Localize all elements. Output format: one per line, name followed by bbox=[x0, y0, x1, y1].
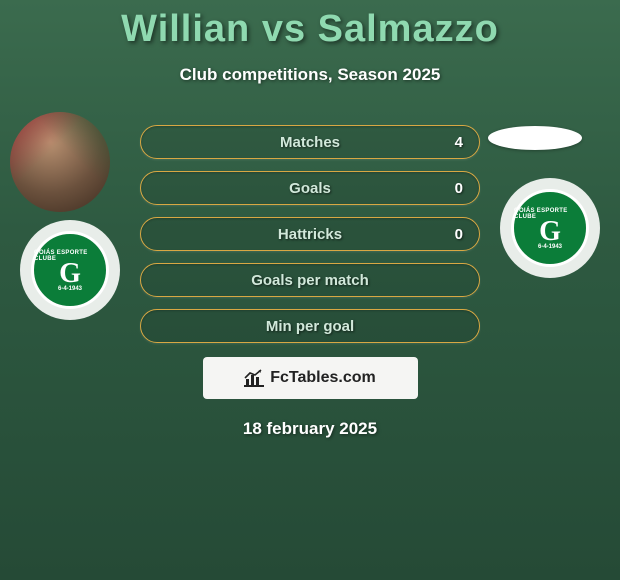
player-right-placeholder bbox=[488, 126, 582, 150]
crest-founded: 6-4-1943 bbox=[538, 244, 562, 250]
watermark-text: FcTables.com bbox=[270, 369, 376, 387]
club-crest-left: GOIÁS ESPORTE CLUBE G 6-4-1943 bbox=[20, 220, 120, 320]
subtitle: Club competitions, Season 2025 bbox=[0, 65, 620, 85]
stat-label: Hattricks bbox=[278, 226, 342, 243]
stat-bar-goals: Goals 0 bbox=[140, 171, 480, 205]
watermark: FcTables.com bbox=[203, 357, 418, 399]
stat-value-right: 0 bbox=[455, 180, 463, 197]
crest-letter: G bbox=[539, 218, 561, 246]
stat-label: Matches bbox=[280, 134, 340, 151]
stat-bar-goals-per-match: Goals per match bbox=[140, 263, 480, 297]
player-left-avatar bbox=[10, 112, 110, 212]
stat-bar-min-per-goal: Min per goal bbox=[140, 309, 480, 343]
stat-label: Goals per match bbox=[251, 272, 369, 289]
chart-icon bbox=[244, 369, 264, 387]
stat-value-right: 0 bbox=[455, 226, 463, 243]
club-crest-right: GOIÁS ESPORTE CLUBE G 6-4-1943 bbox=[500, 178, 600, 278]
stat-bar-hattricks: Hattricks 0 bbox=[140, 217, 480, 251]
crest-letter: G bbox=[59, 260, 81, 288]
stat-value-right: 4 bbox=[455, 134, 463, 151]
date-label: 18 february 2025 bbox=[0, 419, 620, 439]
stat-bar-matches: Matches 4 bbox=[140, 125, 480, 159]
page-title: Willian vs Salmazzo bbox=[0, 0, 620, 51]
stat-label: Min per goal bbox=[266, 318, 354, 335]
crest-founded: 6-4-1943 bbox=[58, 286, 82, 292]
stat-label: Goals bbox=[289, 180, 331, 197]
stats-container: Matches 4 Goals 0 Hattricks 0 Goals per … bbox=[140, 125, 480, 343]
